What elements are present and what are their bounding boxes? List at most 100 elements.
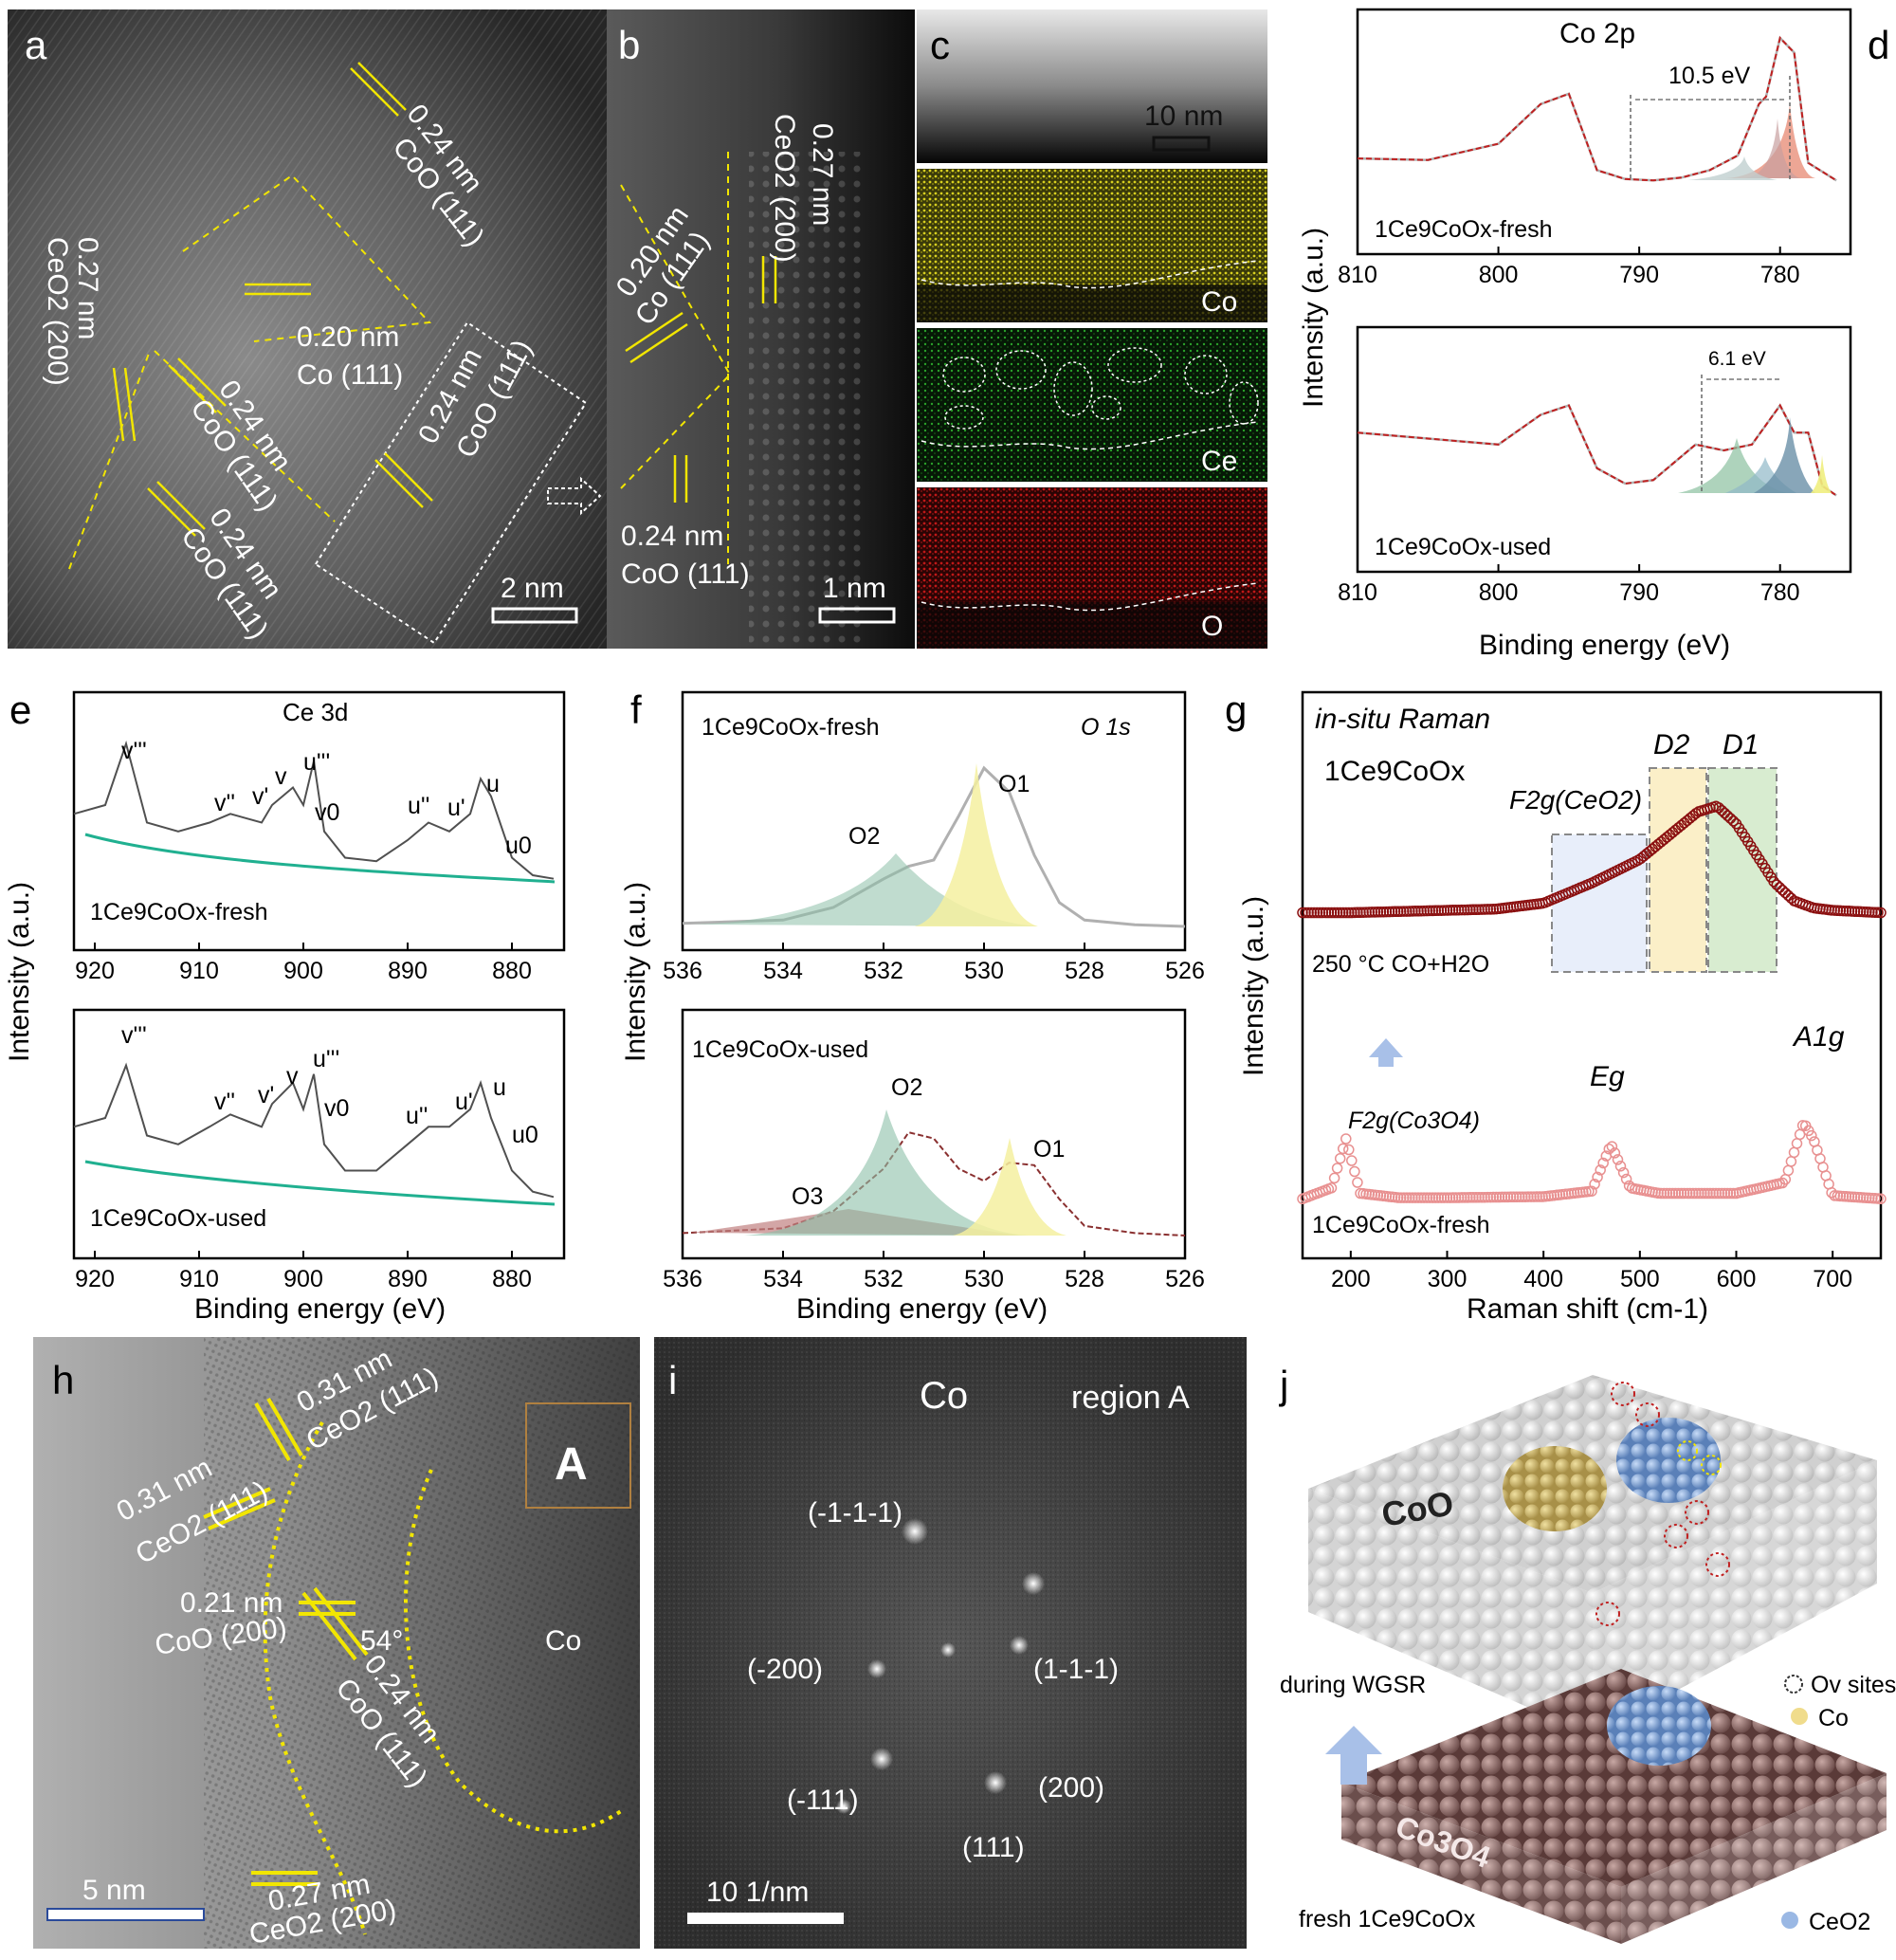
x-tick-label: 920 xyxy=(75,1266,115,1292)
f-xlabel: Binding energy (eV) xyxy=(796,1293,1048,1325)
co-cluster xyxy=(1503,1446,1607,1531)
raman-point xyxy=(1681,1187,1693,1200)
x-tick-label: 500 xyxy=(1620,1266,1660,1292)
raman-point xyxy=(1427,1192,1439,1203)
x-tick-label: 790 xyxy=(1619,579,1659,606)
fringe-markers xyxy=(112,62,433,537)
raman-point xyxy=(1675,1187,1687,1200)
scale-i-label: 10 1/nm xyxy=(706,1877,809,1908)
panel-h-letter: h xyxy=(52,1358,74,1402)
scale-b-label: 1 nm xyxy=(823,573,886,604)
g-band-d2: D2 xyxy=(1653,729,1690,760)
g-ylabel: Intensity (a.u.) xyxy=(1238,896,1269,1076)
raman-point xyxy=(1447,1192,1459,1203)
svg-text:u''': u''' xyxy=(303,749,330,776)
h-angle: 54° xyxy=(360,1625,403,1657)
raman-point xyxy=(1375,906,1387,918)
o-map-label: O xyxy=(1201,611,1223,642)
x-tick-label: 534 xyxy=(763,1266,803,1292)
panel-g-letter: g xyxy=(1225,687,1247,732)
raman-point xyxy=(1328,907,1340,919)
svg-text:v0: v0 xyxy=(324,1095,349,1122)
raman-point xyxy=(1432,1192,1445,1203)
raman-point xyxy=(1791,1138,1803,1149)
d-split-fresh: 10.5 eV xyxy=(1668,63,1751,89)
d-bottom-ticks: 810 800 790 780 xyxy=(1338,564,1800,606)
raman-point xyxy=(1672,1187,1685,1200)
raman-point xyxy=(1380,906,1393,918)
fft-spot-5: (200) xyxy=(1038,1772,1104,1804)
x-tick-label: 532 xyxy=(864,958,903,984)
raman-point xyxy=(1465,1192,1476,1203)
raman-point xyxy=(1352,1177,1363,1188)
scale-b-bar xyxy=(818,607,896,624)
raman-point xyxy=(1806,1129,1817,1142)
scale-h-bar xyxy=(46,1908,205,1921)
raman-point xyxy=(1418,905,1430,917)
j-legend-ceo2: CeO2 xyxy=(1809,1909,1870,1935)
panel-a-tem: a 0.24 nm CoO (111) 0.27 nm CeO2 (200) 0… xyxy=(8,9,607,649)
raman-point xyxy=(1456,904,1468,916)
raman-point xyxy=(1317,907,1329,919)
svg-text:v': v' xyxy=(252,783,268,810)
svg-text:u': u' xyxy=(447,795,465,821)
raman-point xyxy=(1413,906,1424,917)
d-used-fit xyxy=(1357,403,1837,497)
raman-point xyxy=(1337,907,1349,919)
fft-spot-1: (-1-1-1) xyxy=(808,1497,902,1529)
g-sample: 1Ce9CoOx xyxy=(1324,756,1465,787)
fft-spot-2: (-200) xyxy=(747,1654,823,1685)
raman-point xyxy=(1404,1192,1415,1203)
raman-point xyxy=(1459,1192,1470,1203)
co-map-label: Co xyxy=(1201,286,1237,318)
raman-point xyxy=(1667,1187,1679,1200)
raman-point xyxy=(1441,905,1453,916)
svg-text:u'': u'' xyxy=(406,1103,428,1129)
raman-point xyxy=(1395,1192,1407,1203)
raman-point xyxy=(1482,1191,1493,1203)
ov-sites xyxy=(1595,1382,1730,1626)
raman-point xyxy=(1609,1147,1621,1159)
ce-map-label: Ce xyxy=(1201,446,1237,477)
ceo2-cluster-top xyxy=(1616,1418,1721,1503)
svg-text:v''': v''' xyxy=(121,1022,147,1049)
label-a2-d: 0.27 nm xyxy=(72,237,103,339)
raman-point xyxy=(1684,1187,1696,1200)
scale-i-bar xyxy=(687,1913,844,1924)
raman-point xyxy=(1343,1144,1355,1156)
svg-text:u: u xyxy=(493,1074,506,1101)
x-tick-label: 900 xyxy=(283,958,323,984)
svg-text:u'': u'' xyxy=(408,793,429,819)
e-ylabel: Intensity (a.u.) xyxy=(4,882,35,1062)
co3o4-slab-top xyxy=(1341,1669,1887,1887)
x-tick-label: 810 xyxy=(1338,579,1377,606)
panel-b-svg: b 0.27 nm CeO2 (200) 0.20 nm Co (111) 0.… xyxy=(607,9,915,649)
raman-point xyxy=(1346,1155,1358,1166)
raman-point xyxy=(1612,1154,1624,1165)
j-arrow-icon xyxy=(1325,1726,1382,1785)
raman-point xyxy=(1447,905,1459,916)
x-tick-label: 780 xyxy=(1760,262,1800,288)
svg-text:u: u xyxy=(486,771,500,797)
e-top-peak-labels: v''' v'' v' v u''' v0 u'' u' u u0 xyxy=(121,738,532,859)
raman-point xyxy=(1479,904,1490,915)
ceo2-boundary xyxy=(68,350,151,570)
ceo2-cluster-bottom xyxy=(1607,1686,1711,1766)
raman-point xyxy=(1449,1192,1462,1203)
panel-a-svg: a 0.24 nm CoO (111) 0.27 nm CeO2 (200) 0… xyxy=(8,9,607,649)
e-bottom-peak-labels: v''' v'' v' v u''' v0 u'' u' u u0 xyxy=(121,1022,538,1148)
raman-point xyxy=(1401,1192,1413,1203)
e-fresh-label: 1Ce9CoOx-fresh xyxy=(90,899,268,925)
raman-point xyxy=(1719,1187,1731,1200)
raman-point xyxy=(1592,1171,1603,1183)
raman-point xyxy=(1372,907,1384,918)
f-bot-o2: O2 xyxy=(891,1074,922,1101)
g-xlabel: Raman shift (cm-1) xyxy=(1467,1293,1708,1325)
raman-point xyxy=(1528,1191,1540,1202)
raman-point xyxy=(1522,1191,1534,1202)
raman-point xyxy=(1678,1187,1690,1200)
svg-text:v'': v'' xyxy=(214,790,235,816)
x-tick-label: 910 xyxy=(179,958,219,984)
d-bottom-frame xyxy=(1356,325,1852,574)
ov-legend-icon xyxy=(1784,1675,1803,1694)
